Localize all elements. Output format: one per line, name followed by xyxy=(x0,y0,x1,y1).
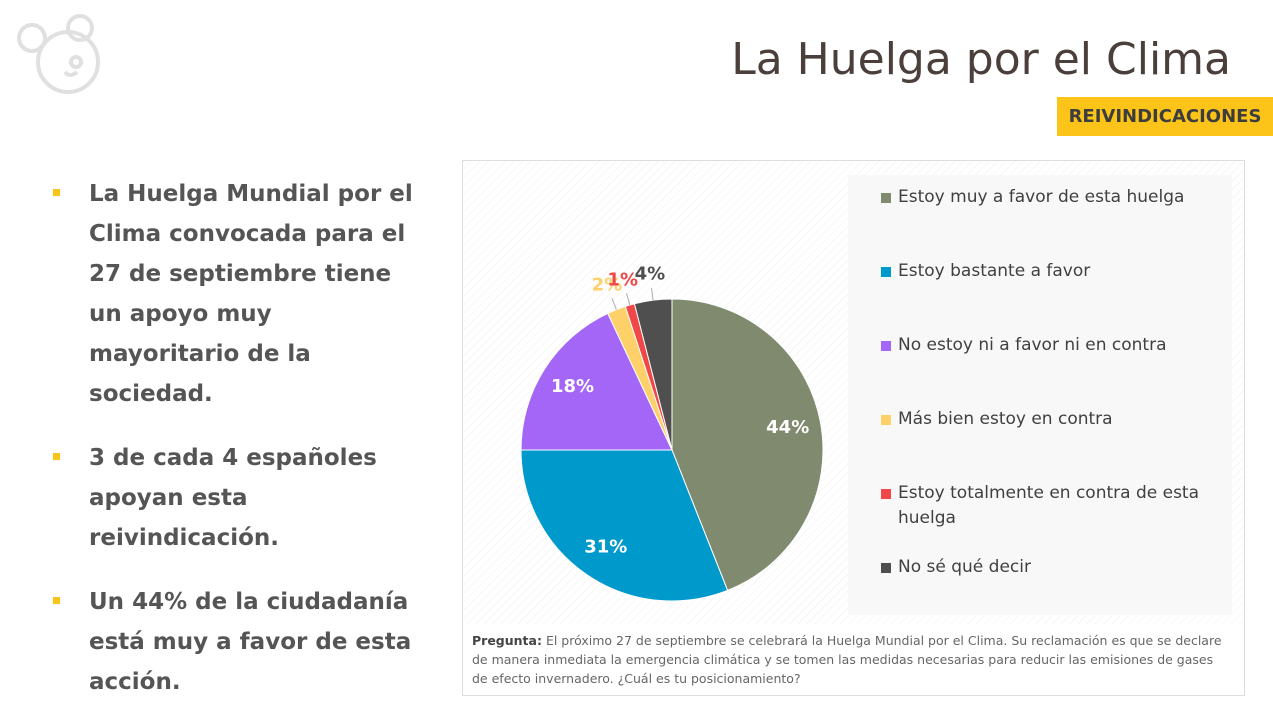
legend-item: Estoy muy a favor de esta huelga xyxy=(881,185,1218,210)
bullet-text: Un xyxy=(89,589,133,615)
legend-swatch xyxy=(881,563,891,573)
legend-item: Más bien estoy en contra xyxy=(881,407,1218,432)
note-text: El próximo 27 de septiembre se celebrará… xyxy=(472,633,1222,686)
legend-swatch xyxy=(881,341,891,351)
data-label: 1% xyxy=(607,269,638,290)
leader-line xyxy=(651,288,654,301)
legend-item: Estoy bastante a favor xyxy=(881,259,1218,284)
legend-label: No estoy ni a favor ni en contra xyxy=(898,335,1167,355)
data-label: 44% xyxy=(766,417,809,438)
bullet-text: 3 de cada 4 españoles apoyan xyxy=(89,445,377,511)
bullet-text: 44% xyxy=(132,589,188,615)
legend-swatch xyxy=(881,489,891,499)
pie-slice xyxy=(520,312,673,451)
legend-swatch xyxy=(881,267,891,277)
bullet-list: La Huelga Mundial por el Clima convocada… xyxy=(50,174,420,726)
leader-line xyxy=(611,298,617,310)
legend-label: Estoy bastante a favor xyxy=(898,261,1091,281)
note-label: Pregunta: xyxy=(472,633,542,648)
legend-item: Estoy totalmente en contra de esta huelg… xyxy=(881,481,1218,531)
bullet-text: La Huelga Mundial por el Clima convocada… xyxy=(89,181,413,407)
legend-swatch xyxy=(881,415,891,425)
legend-item: No sé qué decir xyxy=(881,555,1218,580)
chart-frame xyxy=(462,160,1245,696)
bullet: 3 de cada 4 españoles apoyan esta reivin… xyxy=(50,438,420,558)
data-label: 4% xyxy=(635,264,666,285)
legend-label: Estoy muy a favor de esta huelga xyxy=(898,187,1185,207)
bullet: La Huelga Mundial por el Clima convocada… xyxy=(50,174,420,414)
data-label: 2% xyxy=(592,275,623,296)
legend-label: Más bien estoy en contra xyxy=(898,409,1113,429)
legend-swatch xyxy=(881,193,891,203)
pie-slice xyxy=(671,298,824,592)
data-label: 18% xyxy=(551,376,594,397)
title: La Huelga por el Clima xyxy=(731,34,1231,85)
legend-label: Estoy totalmente en contra de esta huelg… xyxy=(898,483,1200,528)
data-label: 31% xyxy=(584,536,627,557)
bullet: Un 44% de la ciudadanía está muy a favor… xyxy=(50,582,420,702)
section-tag: REIVINDICACIONES xyxy=(1057,97,1273,136)
logo xyxy=(17,14,100,94)
legend-item: No estoy ni a favor ni en contra xyxy=(881,333,1218,358)
legend-label: No sé qué decir xyxy=(898,557,1031,577)
pie-slice xyxy=(633,298,673,451)
bullet-text: de la ciudadanía está muy a favor de est… xyxy=(89,589,412,695)
leader-line xyxy=(626,293,631,306)
pie-slice xyxy=(520,449,729,602)
bullet-text: esta reivindicación. xyxy=(89,485,280,551)
question-note: Pregunta: El próximo 27 de septiembre se… xyxy=(472,631,1232,688)
legend: Estoy muy a favor de esta huelga Estoy ba… xyxy=(848,175,1232,615)
